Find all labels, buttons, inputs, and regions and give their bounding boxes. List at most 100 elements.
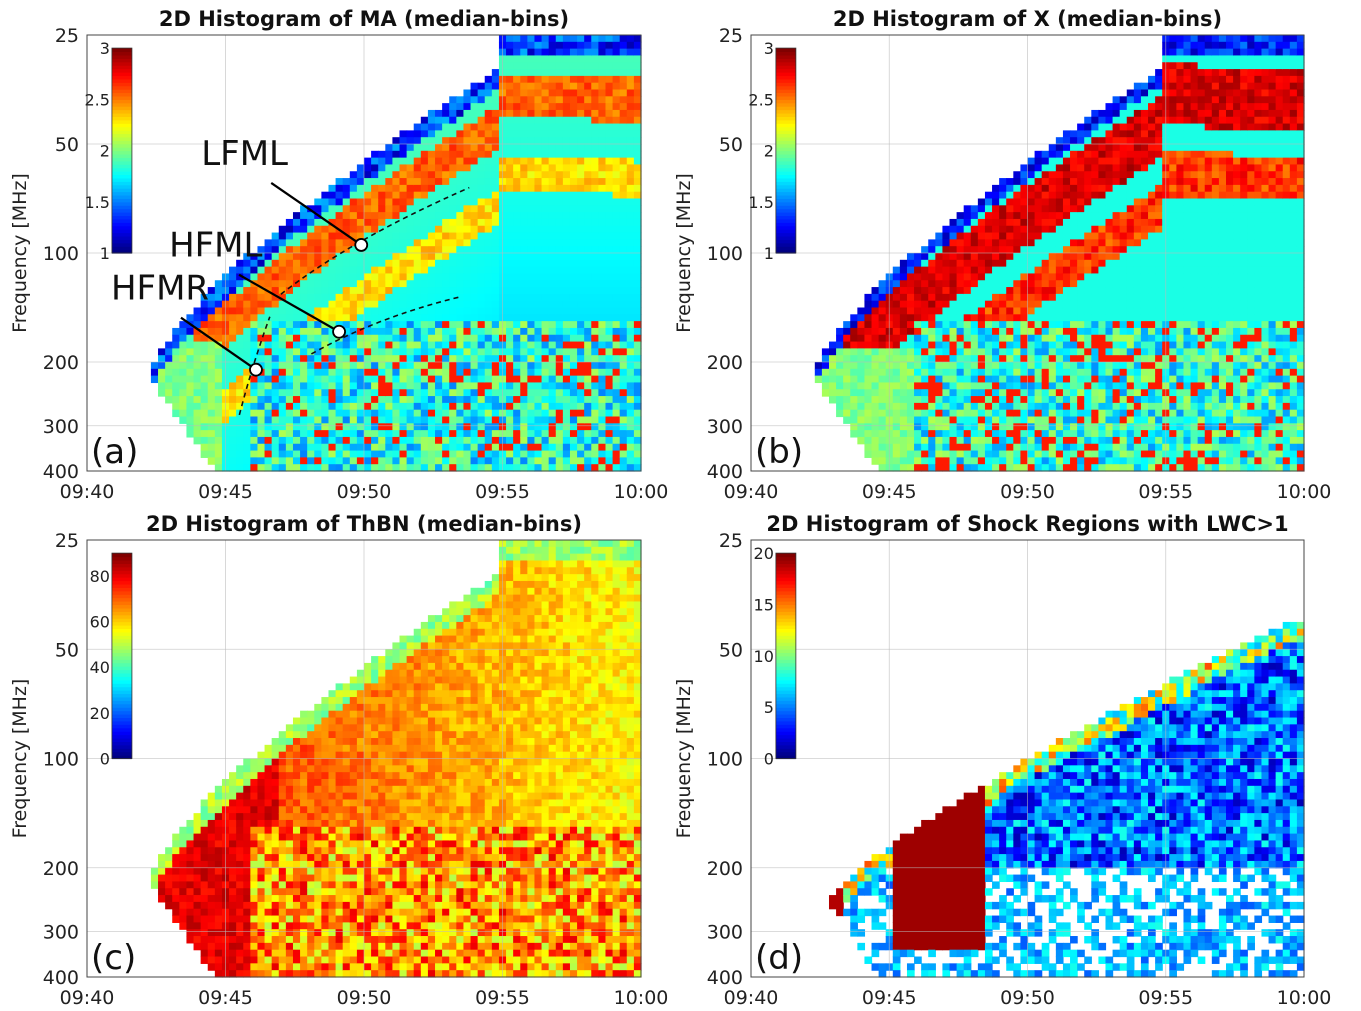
heatmap-cell xyxy=(534,368,543,377)
heatmap-cell xyxy=(970,280,979,288)
heatmap-cell xyxy=(914,327,922,336)
heatmap-cell xyxy=(1119,423,1128,431)
heatmap-cell xyxy=(949,246,958,254)
heatmap-cell xyxy=(328,280,337,288)
heatmap-cell xyxy=(527,382,536,390)
heatmap-cell xyxy=(970,314,979,322)
heatmap-cell xyxy=(456,450,465,458)
heatmap-cell xyxy=(278,423,287,431)
heatmap-cell xyxy=(591,198,599,206)
heatmap-cell xyxy=(427,273,436,281)
heatmap-cell xyxy=(449,96,457,104)
y-tick-label: 400 xyxy=(43,461,79,483)
heatmap-cell xyxy=(413,436,422,445)
heatmap-cell xyxy=(843,416,851,424)
heatmap-cell xyxy=(814,375,823,384)
heatmap-cell xyxy=(307,341,315,349)
heatmap-cell xyxy=(527,225,536,234)
heatmap-cell xyxy=(300,375,308,384)
heatmap-cell xyxy=(1098,416,1107,424)
heatmap-cell xyxy=(1112,171,1121,179)
heatmap-cell xyxy=(878,389,887,397)
heatmap-cell xyxy=(307,457,315,465)
heatmap-cell xyxy=(435,137,443,145)
heatmap-cell xyxy=(619,382,628,390)
heatmap-cell xyxy=(321,307,330,315)
heatmap-cell xyxy=(413,184,422,193)
colorbar-step xyxy=(111,205,132,210)
heatmap-cell xyxy=(1048,205,1057,213)
heatmap-cell xyxy=(555,362,564,370)
heatmap-cell xyxy=(619,69,628,77)
heatmap-cell xyxy=(335,300,344,309)
heatmap-cell xyxy=(935,253,944,261)
heatmap-cell xyxy=(1041,198,1050,206)
heatmap-cell xyxy=(420,130,429,138)
heatmap-cell xyxy=(977,443,986,452)
heatmap-cell xyxy=(1119,239,1128,247)
heatmap-cell xyxy=(836,348,844,356)
heatmap-cell xyxy=(1105,123,1114,131)
heatmap-cell xyxy=(292,300,301,309)
colorbar-step xyxy=(111,171,132,176)
heatmap-cell xyxy=(378,150,386,159)
heatmap-cell xyxy=(356,171,365,179)
heatmap-cell xyxy=(214,362,223,370)
heatmap-cell xyxy=(577,368,585,377)
heatmap-cell xyxy=(949,327,958,336)
heatmap-cell xyxy=(633,464,642,472)
heatmap-cell xyxy=(605,307,614,315)
heatmap-cell xyxy=(984,232,993,240)
heatmap-cell xyxy=(598,225,607,234)
heatmap-cell xyxy=(392,273,401,281)
heatmap-cell xyxy=(857,402,866,411)
heatmap-cell xyxy=(1091,178,1099,186)
heatmap-cell xyxy=(1055,457,1064,465)
heatmap-cell xyxy=(406,355,415,363)
heatmap-cell xyxy=(250,253,259,261)
heatmap-cell xyxy=(271,396,280,404)
heatmap-cell xyxy=(321,293,330,302)
heatmap-cell xyxy=(1070,396,1078,404)
heatmap-cell xyxy=(520,35,528,43)
heatmap-cell xyxy=(1084,259,1092,268)
heatmap-cell xyxy=(392,307,401,315)
heatmap-cell xyxy=(562,178,571,186)
heatmap-cell xyxy=(999,205,1007,213)
heatmap-cell xyxy=(435,293,443,302)
heatmap-cell xyxy=(591,164,599,172)
heatmap-cell xyxy=(577,41,585,50)
heatmap-cell xyxy=(935,273,944,281)
heatmap-cell xyxy=(243,321,251,329)
heatmap-cell xyxy=(527,171,536,179)
heatmap-cell xyxy=(1027,375,1036,384)
heatmap-cell xyxy=(463,225,472,234)
heatmap-cell xyxy=(506,123,514,131)
heatmap-cell xyxy=(992,389,1000,397)
heatmap-cell xyxy=(484,416,493,424)
heatmap-cell xyxy=(626,103,635,111)
heatmap-cell xyxy=(1055,212,1064,220)
heatmap-cell xyxy=(942,334,951,343)
heatmap-cell xyxy=(371,314,379,322)
heatmap-cell xyxy=(527,212,536,220)
heatmap-cell xyxy=(548,82,557,91)
heatmap-cell xyxy=(292,225,301,234)
heatmap-cell xyxy=(292,375,301,384)
heatmap-cell xyxy=(577,75,585,84)
heatmap-cell xyxy=(598,35,607,43)
heatmap-cell xyxy=(236,327,244,336)
heatmap-cell xyxy=(456,109,465,118)
heatmap-cell xyxy=(1105,314,1114,322)
heatmap-cell xyxy=(1133,341,1142,349)
heatmap-cell xyxy=(477,259,486,268)
heatmap-cell xyxy=(619,327,628,336)
heatmap-cell xyxy=(307,212,315,220)
heatmap-cell xyxy=(413,164,422,172)
heatmap-cell xyxy=(562,362,571,370)
heatmap-cell xyxy=(491,253,500,261)
heatmap-cell xyxy=(243,253,251,261)
heatmap-cell xyxy=(307,232,315,240)
heatmap-cell xyxy=(342,218,351,227)
heatmap-cell xyxy=(371,239,379,247)
